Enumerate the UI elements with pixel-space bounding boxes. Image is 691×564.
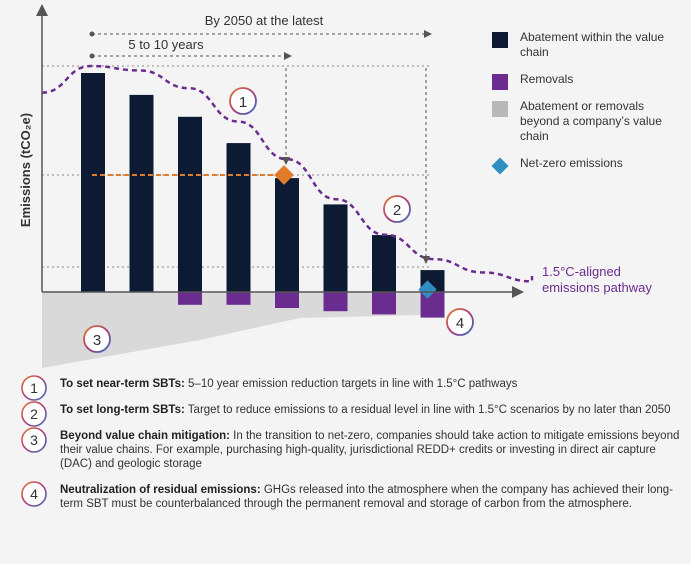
badge-3: 3	[83, 325, 111, 353]
note-4: 4 Neutralization of residual emissions: …	[14, 481, 684, 511]
abatement-bar	[129, 94, 154, 293]
abatement-bar	[275, 178, 299, 292]
note-4-title: Neutralization of residual emissions:	[60, 484, 261, 496]
abatement-bar	[323, 204, 348, 292]
legend-item-netzero: Net-zero emissions	[491, 156, 682, 175]
legend-label: Removals	[520, 72, 574, 86]
horizon-long-label: By 2050 at the latest	[205, 13, 324, 28]
legend-item-beyond: Abatement or removals beyond a company’s…	[492, 99, 682, 144]
notes-list: 1 To set near-term SBTs: 5–10 year emiss…	[14, 375, 684, 523]
removal-bar	[226, 292, 251, 305]
netzero-swatch	[491, 157, 509, 175]
netzero-diamond	[418, 280, 437, 299]
legend-item-removals: Removals	[492, 72, 682, 90]
nearterm-diamond	[274, 165, 294, 185]
badge-2: 2	[383, 195, 411, 223]
abatement-bar	[372, 235, 396, 292]
badge-4: 4	[446, 308, 474, 336]
note-1-title: To set near-term SBTs:	[60, 378, 185, 390]
note-2-title: To set long-term SBTs:	[60, 404, 185, 416]
note-4-text: GHGs released into the atmosphere when t…	[60, 484, 673, 510]
y-axis-arrowhead	[36, 4, 48, 16]
abatement-swatch	[492, 32, 508, 48]
badge-3-number: 3	[93, 332, 101, 349]
removal-bars-group	[178, 292, 445, 318]
bars-group	[81, 73, 445, 293]
note-4-number: 4	[30, 486, 38, 502]
abatement-bar	[178, 116, 202, 292]
note-2-badge: 2	[21, 401, 47, 427]
legend: Abatement within the value chain Removal…	[491, 30, 682, 183]
removal-bar	[323, 292, 348, 312]
beyond-swatch	[492, 101, 508, 117]
badge-4-number: 4	[456, 315, 464, 332]
pathway-label: 1.5°C-aligned emissions pathway	[542, 264, 652, 295]
badge-1: 1	[229, 87, 257, 115]
removal-bar	[178, 292, 202, 305]
note-3-text: In the transition to net-zero, companies…	[60, 430, 680, 470]
emissions-diagram: By 2050 at the latest 5 to 10 years Emis…	[18, 4, 534, 368]
note-4-badge: 4	[21, 481, 47, 507]
removal-bar	[275, 292, 299, 308]
removal-bar	[372, 292, 396, 315]
note-1-number: 1	[30, 380, 38, 396]
abatement-bar	[81, 73, 105, 292]
badge-2-number: 2	[393, 202, 401, 219]
note-3: 3 Beyond value chain mitigation: In the …	[14, 427, 684, 471]
abatement-bar	[226, 143, 251, 292]
removal-bar	[420, 292, 445, 318]
note-2-number: 2	[30, 406, 38, 422]
y-axis-label: Emissions (tCO₂e)	[18, 113, 33, 227]
badge-1-number: 1	[239, 94, 247, 111]
legend-label: Abatement within the value chain	[520, 30, 665, 59]
removals-swatch	[492, 74, 508, 90]
note-1-text: 5–10 year emission reduction targets in …	[184, 378, 518, 390]
note-1-badge: 1	[21, 375, 47, 401]
note-3-number: 3	[30, 432, 38, 448]
note-3-badge: 3	[21, 427, 47, 453]
note-2-text: Target to reduce emissions to a residual…	[184, 404, 671, 416]
horizon-short-label: 5 to 10 years	[128, 37, 204, 52]
legend-label: Abatement or removals beyond a company’s…	[520, 99, 662, 143]
note-2: 2 To set long-term SBTs: Target to reduc…	[14, 401, 684, 427]
legend-item-abatement: Abatement within the value chain	[492, 30, 682, 60]
note-1: 1 To set near-term SBTs: 5–10 year emiss…	[14, 375, 684, 401]
note-3-title: Beyond value chain mitigation:	[60, 430, 230, 442]
legend-label: Net-zero emissions	[520, 156, 623, 170]
x-axis-arrowhead	[512, 286, 524, 298]
